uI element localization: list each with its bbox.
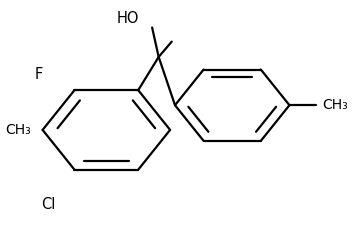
Text: HO: HO	[117, 11, 139, 26]
Text: Cl: Cl	[41, 197, 56, 212]
Text: F: F	[34, 67, 43, 82]
Text: CH₃: CH₃	[322, 98, 348, 112]
Text: CH₃: CH₃	[5, 123, 31, 137]
